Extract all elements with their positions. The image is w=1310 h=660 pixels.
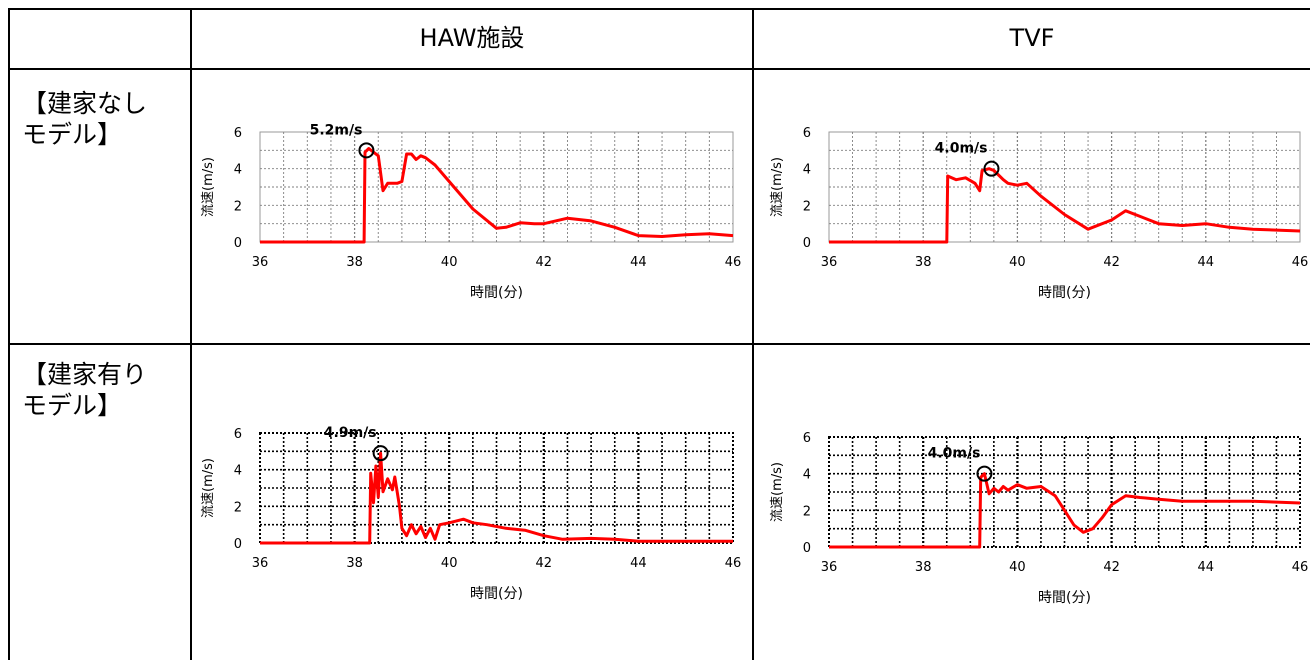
y-tick-label: 4 — [234, 163, 242, 178]
table-border-left — [8, 8, 10, 660]
peak-marker — [358, 142, 375, 159]
x-tick-label: 36 — [821, 255, 838, 270]
table-border-header — [8, 68, 1310, 70]
x-tick-label: 44 — [1198, 255, 1215, 270]
x-tick-label: 42 — [536, 255, 553, 270]
x-tick-label: 46 — [725, 255, 742, 270]
y-axis-label: 流速(m/s) — [770, 462, 785, 522]
x-tick-label: 38 — [346, 255, 363, 270]
x-tick-label: 38 — [915, 560, 932, 575]
peak-label: 4.0m/s — [928, 446, 981, 462]
x-axis-label: 時間(分) — [1038, 590, 1091, 606]
x-tick-label: 38 — [346, 556, 363, 571]
y-tick-label: 2 — [803, 504, 811, 519]
x-tick-label: 40 — [441, 255, 458, 270]
y-axis-label: 流速(m/s) — [770, 157, 785, 217]
peak-marker — [372, 445, 389, 462]
x-tick-label: 42 — [1103, 255, 1120, 270]
y-tick-label: 0 — [803, 236, 811, 251]
row-label-no-building: 【建家なし モデル】 — [22, 89, 148, 149]
column-header-haw: HAW施設 — [419, 24, 525, 52]
column-header-tvf: TVF — [1009, 24, 1055, 52]
y-tick-label: 0 — [234, 537, 242, 552]
y-tick-label: 6 — [803, 431, 811, 446]
x-tick-label: 40 — [1009, 255, 1026, 270]
x-axis-label: 時間(分) — [470, 586, 523, 602]
x-tick-label: 44 — [630, 255, 647, 270]
x-axis-label: 時間(分) — [1038, 285, 1091, 301]
y-tick-label: 6 — [234, 126, 242, 141]
y-tick-label: 2 — [234, 199, 242, 214]
peak-label: 4.9m/s — [324, 425, 377, 441]
x-tick-label: 44 — [1198, 560, 1215, 575]
x-tick-label: 36 — [821, 560, 838, 575]
y-tick-label: 4 — [803, 468, 811, 483]
table-border-col2 — [752, 8, 754, 660]
x-tick-label: 46 — [725, 556, 742, 571]
x-tick-label: 46 — [1292, 255, 1309, 270]
peak-label: 4.0m/s — [935, 141, 988, 157]
y-axis-label: 流速(m/s) — [201, 458, 216, 518]
x-tick-label: 42 — [536, 556, 553, 571]
table-border-top — [8, 8, 1310, 10]
y-tick-label: 6 — [234, 427, 242, 442]
x-tick-label: 36 — [252, 255, 269, 270]
table-border-row — [8, 343, 1310, 345]
y-axis-label: 流速(m/s) — [201, 157, 216, 217]
x-tick-label: 36 — [252, 556, 269, 571]
peak-marker — [976, 465, 993, 482]
series-line — [260, 147, 734, 244]
x-tick-label: 40 — [441, 556, 458, 571]
x-tick-label: 46 — [1292, 560, 1309, 575]
series-line — [829, 167, 1301, 244]
x-axis-label: 時間(分) — [470, 285, 523, 301]
x-tick-label: 40 — [1009, 560, 1026, 575]
table-border-col1 — [190, 8, 192, 660]
y-tick-label: 2 — [234, 500, 242, 515]
peak-label: 5.2m/s — [310, 122, 363, 138]
y-tick-label: 0 — [803, 541, 811, 556]
y-tick-label: 0 — [234, 236, 242, 251]
y-tick-label: 4 — [234, 464, 242, 479]
series-line — [260, 451, 733, 545]
y-tick-label: 2 — [803, 199, 811, 214]
y-tick-label: 4 — [803, 163, 811, 178]
row-label-with-building: 【建家有り モデル】 — [22, 360, 148, 420]
x-tick-label: 42 — [1103, 560, 1120, 575]
x-tick-label: 44 — [630, 556, 647, 571]
series-line — [829, 472, 1301, 549]
x-tick-label: 38 — [915, 255, 932, 270]
y-tick-label: 6 — [803, 126, 811, 141]
peak-marker — [983, 160, 1000, 177]
